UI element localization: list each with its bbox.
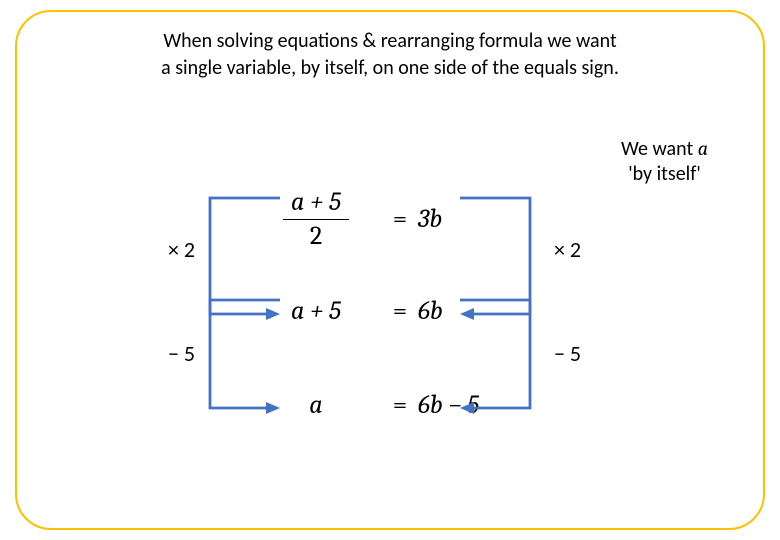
note-prefix: We want	[621, 137, 698, 161]
intro-line1: When solving equations & rearranging for…	[163, 29, 616, 53]
equals-sign: =	[386, 296, 414, 326]
op-step2-right: − 5	[554, 340, 581, 367]
eq1-num: a + 5	[291, 187, 341, 217]
op-step1-left: × 2	[168, 236, 195, 263]
arrow-right-2	[450, 290, 540, 418]
equation-1: a + 5 2 = 3b	[0, 186, 780, 252]
equation-2: a + 5 = 6b	[0, 296, 780, 326]
rounded-frame	[15, 10, 765, 530]
intro-text: When solving equations & rearranging for…	[0, 28, 780, 82]
eq1-fraction: a + 5 2	[283, 186, 349, 252]
eq1-den: 2	[302, 220, 330, 253]
equation-3: a = 6b − 5	[0, 390, 780, 420]
side-note: We want a 'by itself'	[621, 136, 708, 187]
op-step1-right: × 2	[554, 236, 581, 263]
intro-line2: a single variable, by itself, on one sid…	[161, 56, 619, 80]
note-line2: 'by itself'	[628, 162, 701, 186]
op-step2-left: − 5	[168, 340, 195, 367]
note-var: a	[698, 137, 708, 160]
equals-sign: =	[386, 204, 414, 234]
arrow-left-2	[200, 290, 290, 418]
equals-sign: =	[386, 390, 414, 420]
